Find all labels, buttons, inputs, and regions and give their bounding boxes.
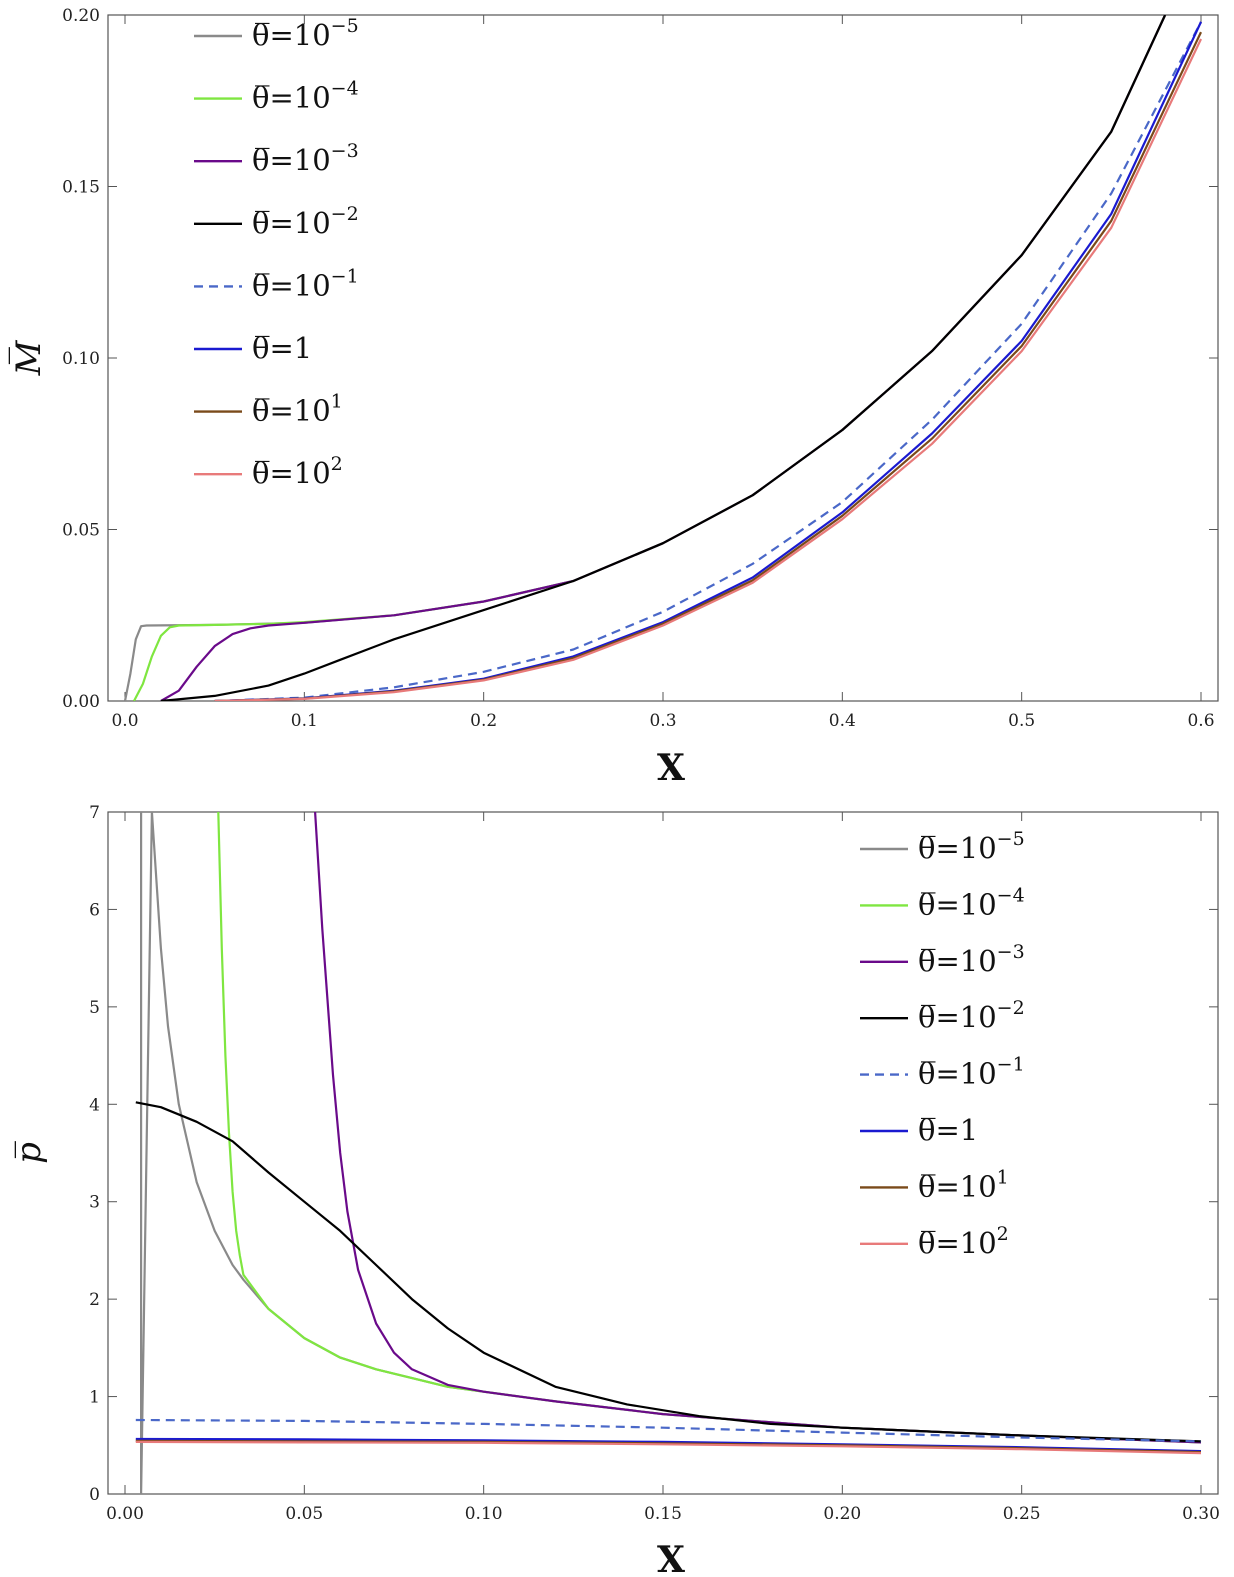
x-axis-label: X xyxy=(657,747,685,789)
x-tick-label: 0.0 xyxy=(111,711,138,731)
x-tick-label: 0.4 xyxy=(829,711,856,731)
x-tick-label: 0.15 xyxy=(644,1504,682,1524)
legend: θ̅=10−5 θ̅=10−4 θ̅=10−3 θ̅=10−2 θ̅=10−1 θ̅=1 θ… xyxy=(194,15,359,490)
legend-entry-6: θ̅=101 xyxy=(918,1166,1009,1203)
y-tick-label: 0.15 xyxy=(62,178,100,198)
legend-entry-3: θ̅=10−2 xyxy=(918,997,1025,1034)
legend-entry-4: θ̅=10−1 xyxy=(918,1054,1025,1091)
y-tick-label: 1 xyxy=(89,1388,100,1408)
legend-entry-2: θ̅=10−3 xyxy=(918,941,1025,978)
x-axis-label: X xyxy=(657,1539,685,1577)
legend-entry-7: θ̅=102 xyxy=(252,453,343,490)
x-tick-label: 0.20 xyxy=(823,1504,861,1524)
series-line-7 xyxy=(214,38,1202,701)
series-line-0 xyxy=(140,812,1202,1494)
legend-entry-3: θ̅=10−2 xyxy=(252,203,359,240)
legend-entry-7: θ̅=102 xyxy=(918,1223,1009,1260)
x-tick-label: 0.6 xyxy=(1187,711,1214,731)
series-line-5 xyxy=(214,21,1202,701)
series-line-2 xyxy=(314,812,1202,1444)
legend: θ̅=10−5 θ̅=10−4 θ̅=10−3 θ̅=10−2 θ̅=10−1 θ̅=1 θ… xyxy=(860,828,1025,1260)
y-tick-label: 0.00 xyxy=(62,692,100,712)
series-line-4 xyxy=(135,1418,1202,1443)
x-tick-label: 0.10 xyxy=(465,1504,503,1524)
plot-frame xyxy=(107,811,1219,1495)
legend-entry-1: θ̅=10−4 xyxy=(918,884,1025,921)
top-chart-m-bar: 0.0 0.1 0.2 0.3 0.4 0.5 0.6 0.00 0.05 0.10 0.15 0.2… xyxy=(8,6,1219,789)
y-tick-label: 2 xyxy=(89,1290,100,1310)
legend-entry-6: θ̅=101 xyxy=(252,391,343,428)
legend-entry-1: θ̅=10−4 xyxy=(252,78,359,115)
x-tick-label: 0.05 xyxy=(285,1504,323,1524)
bottom-chart-p-bar: 0.00 0.05 0.10 0.15 0.20 0.25 0.30 0 1 2 3 4 5 6 7 Xp̅ θ… xyxy=(9,803,1220,1577)
x-tick-label: 0.00 xyxy=(106,1504,144,1524)
legend-entry-0: θ̅=10−5 xyxy=(918,828,1025,865)
y-tick-label: 0.20 xyxy=(62,6,100,26)
series-line-3 xyxy=(160,15,1167,701)
y-tick-label: 3 xyxy=(89,1193,100,1213)
x-tick-label: 0.1 xyxy=(291,711,318,731)
y-tick-label: 6 xyxy=(89,900,100,920)
y-tick-label: 0.10 xyxy=(62,349,100,369)
x-tick-label: 0.5 xyxy=(1008,711,1035,731)
legend-entry-5: θ̅=1 xyxy=(252,331,312,365)
x-tick-label: 0.30 xyxy=(1182,1504,1220,1524)
y-tick-label: 0.05 xyxy=(62,521,100,541)
y-axis-label: M̅ xyxy=(8,339,49,376)
x-tick-label: 0.2 xyxy=(470,711,497,731)
series-line-1 xyxy=(217,812,1202,1444)
y-tick-label: 7 xyxy=(89,803,100,823)
series-line-7 xyxy=(135,1440,1202,1455)
legend-entry-5: θ̅=1 xyxy=(918,1113,978,1147)
legend-entry-2: θ̅=10−3 xyxy=(252,140,359,177)
series-line-4 xyxy=(214,21,1202,701)
y-tick-label: 4 xyxy=(89,1095,100,1115)
y-tick-label: 5 xyxy=(89,998,100,1018)
y-tick-label: 0 xyxy=(89,1485,100,1505)
x-tick-label: 0.25 xyxy=(1003,1504,1041,1524)
legend-entry-4: θ̅=10−1 xyxy=(252,265,359,302)
legend-entry-0: θ̅=10−5 xyxy=(252,15,359,52)
x-tick-label: 0.3 xyxy=(649,711,676,731)
series-line-3 xyxy=(135,1101,1202,1443)
y-axis-label: p̅ xyxy=(9,1141,49,1164)
